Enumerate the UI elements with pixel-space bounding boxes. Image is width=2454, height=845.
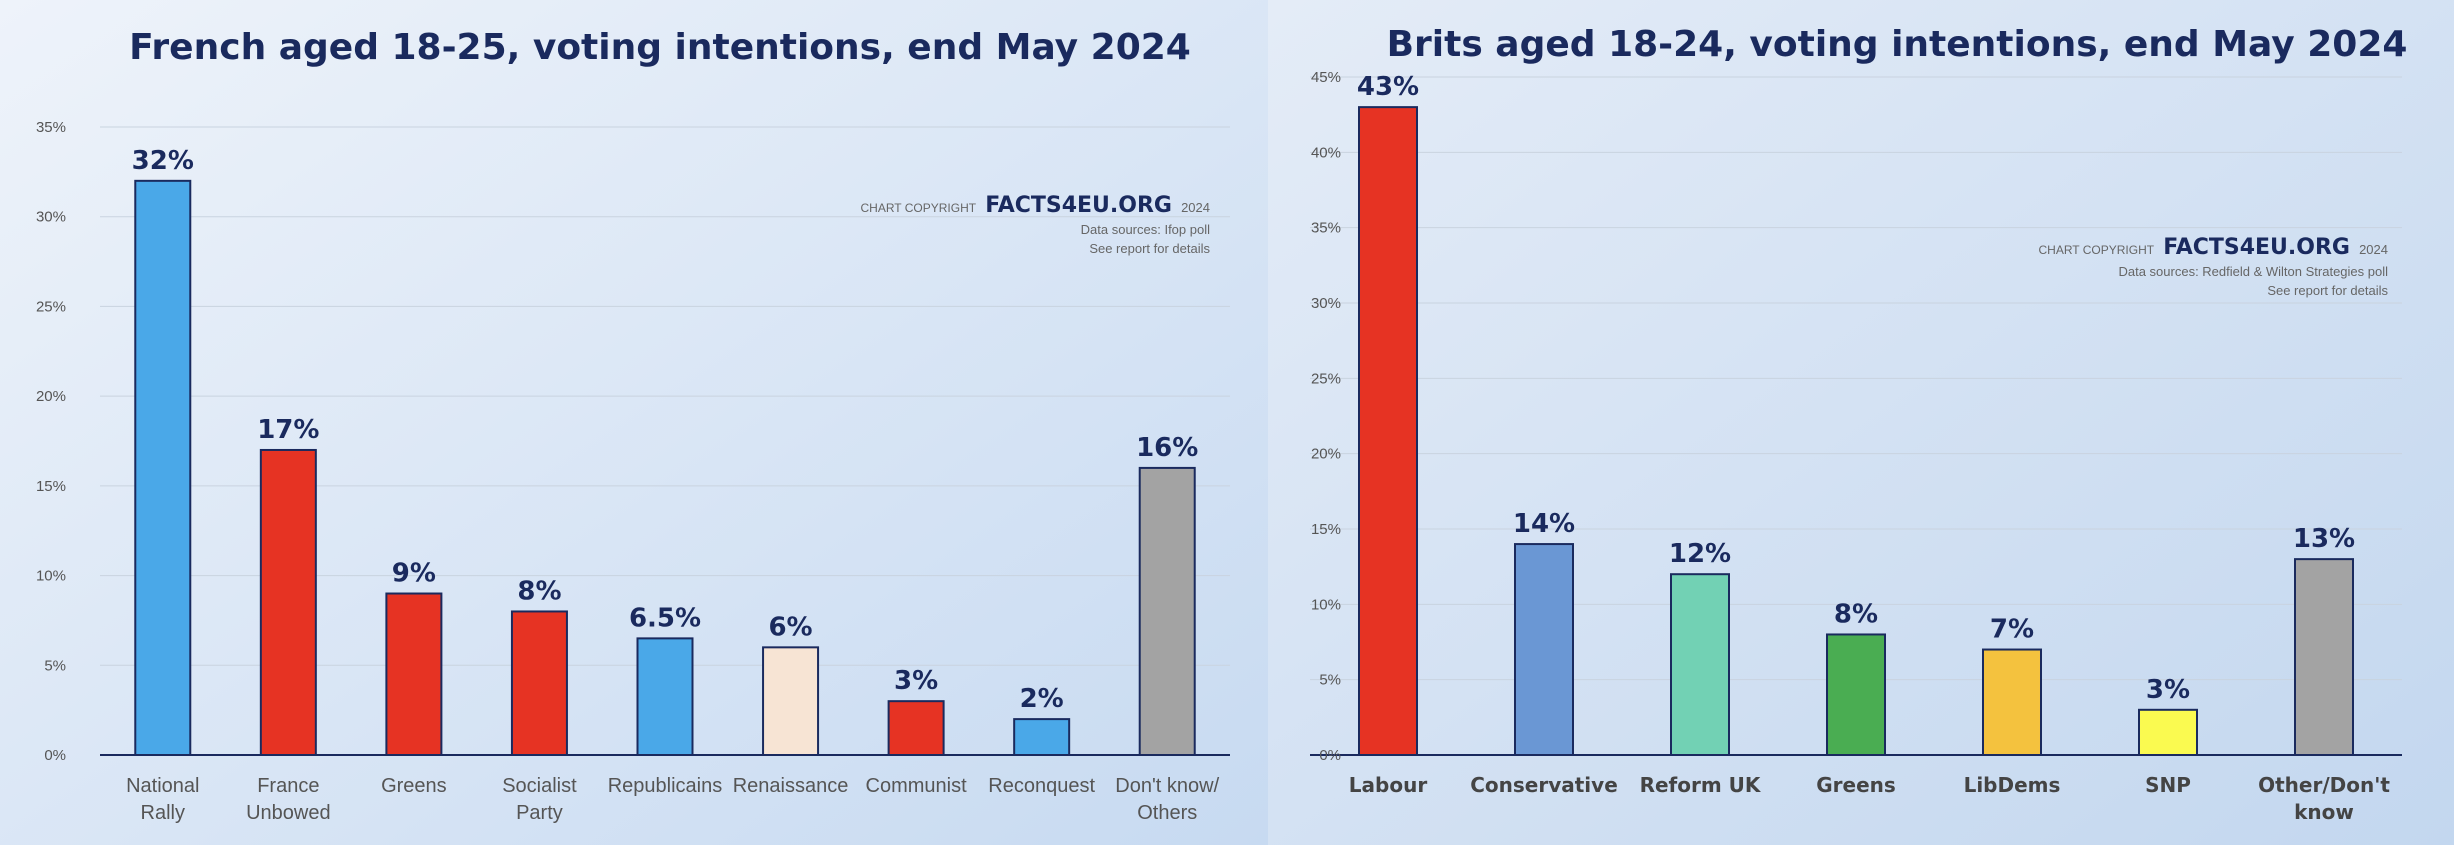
category-label: Socialist Party xyxy=(502,775,577,824)
category-label: Communist xyxy=(866,775,968,797)
data-labels: 32% 17% 9% 8% 6.5% 6% 3% 2% 16% xyxy=(132,146,1199,714)
y-tick-label: 35% xyxy=(36,119,66,136)
y-tick-label: 10% xyxy=(36,568,66,585)
bar xyxy=(385,592,443,756)
data-label: 9% xyxy=(392,559,436,589)
copyright-block: CHART COPYRIGHT FACTS4EU.ORG 2024 Data s… xyxy=(2039,235,2389,298)
bar xyxy=(2294,558,2354,757)
chart-title: French aged 18-25, voting intentions, en… xyxy=(129,27,1191,68)
category-label: SNP xyxy=(2145,773,2191,797)
bar xyxy=(1670,573,1730,757)
bar xyxy=(510,610,568,757)
details-note: See report for details xyxy=(2267,283,2388,298)
copyright-year: 2024 xyxy=(2359,242,2388,257)
data-label: 43% xyxy=(1357,72,1419,102)
copyright-block: CHART COPYRIGHT FACTS4EU.ORG 2024 Data s… xyxy=(861,193,1211,256)
y-tick-label: 30% xyxy=(36,209,66,226)
bar xyxy=(2138,708,2198,756)
y-tick-label: 45% xyxy=(1311,69,1341,86)
y-tick-label: 20% xyxy=(1311,446,1341,463)
data-label: 6.5% xyxy=(629,603,701,633)
category-label: Greens xyxy=(1816,773,1896,797)
copyright-brand: FACTS4EU.ORG xyxy=(2163,235,2350,260)
data-label: 3% xyxy=(894,666,938,696)
data-source: Data sources: Redfield & Wilton Strategi… xyxy=(2118,264,2388,279)
y-tick-label: 30% xyxy=(1311,295,1341,312)
data-label: 12% xyxy=(1669,539,1731,569)
category-labels: National Rally France Unbowed Greens Socialis… xyxy=(126,775,1220,824)
bar xyxy=(762,646,820,756)
category-label: Labour xyxy=(1349,773,1428,797)
bars xyxy=(1358,106,2354,757)
bar xyxy=(1982,648,2042,756)
bars xyxy=(134,179,1196,757)
bar xyxy=(1138,466,1196,756)
bar xyxy=(1826,633,1886,757)
data-label: 8% xyxy=(517,576,561,606)
y-tick-label: 35% xyxy=(1311,220,1341,237)
y-tick-label: 0% xyxy=(44,747,66,764)
category-label: National Rally xyxy=(126,775,199,824)
svg-text:CHART COPYRIGHT FACTS4: CHART COPYRIGHT FACTS4EU.ORG 2024 xyxy=(861,193,1210,218)
category-label: Conservative xyxy=(1470,773,1618,797)
data-label: 7% xyxy=(1990,615,2034,645)
category-labels: Labour Conservative Reform UK Greens LibDems… xyxy=(1349,773,2391,824)
data-label: 14% xyxy=(1513,509,1575,539)
y-tick-label: 25% xyxy=(36,298,66,315)
data-source: Data sources: Ifop poll xyxy=(1081,222,1210,237)
data-label: 17% xyxy=(257,415,319,445)
y-tick-label: 5% xyxy=(1319,672,1341,689)
category-label: Renaissance xyxy=(733,775,849,797)
copyright-prefix: CHART COPYRIGHT xyxy=(2039,243,2155,257)
category-label: Greens xyxy=(381,775,447,797)
details-note: See report for details xyxy=(1089,241,1210,256)
y-tick-label: 0% xyxy=(1319,747,1341,764)
category-label: Other/Don't know xyxy=(2258,773,2390,824)
category-label: France Unbowed xyxy=(246,775,331,824)
category-label: Don't know/Others xyxy=(1115,775,1219,824)
y-tick-label: 25% xyxy=(1311,370,1341,387)
category-label: Republicains xyxy=(608,775,723,797)
bar xyxy=(134,179,192,757)
category-label: Reconquest xyxy=(988,775,1095,797)
y-tick-labels: 0% 5% 10% 15% 20% 25% 30% 35% xyxy=(36,119,66,764)
y-tick-label: 40% xyxy=(1311,144,1341,161)
data-label: 3% xyxy=(2146,675,2190,705)
y-tick-label: 20% xyxy=(36,388,66,405)
copyright-brand: FACTS4EU.ORG xyxy=(985,193,1172,218)
bar xyxy=(887,700,945,757)
copyright-year: 2024 xyxy=(1181,200,1210,215)
data-label: 8% xyxy=(1834,599,1878,629)
data-labels: 43% 14% 12% 8% 7% 3% 13% xyxy=(1357,72,2355,705)
y-tick-label: 10% xyxy=(1311,596,1341,613)
bar xyxy=(636,637,694,756)
data-label: 13% xyxy=(2293,524,2355,554)
category-label: LibDems xyxy=(1964,773,2061,797)
copyright-prefix: CHART COPYRIGHT xyxy=(861,201,977,215)
category-label: Reform UK xyxy=(1640,773,1762,797)
data-label: 16% xyxy=(1136,433,1198,463)
bar xyxy=(1013,718,1071,756)
svg-text:CHART COPYRIGHT FACTS4: CHART COPYRIGHT FACTS4EU.ORG 2024 xyxy=(2039,235,2388,260)
bar xyxy=(1514,543,1574,756)
chart-title: Brits aged 18-24, voting intentions, end… xyxy=(1387,24,2408,65)
british-chart: Brits aged 18-24, voting intentions, end… xyxy=(1310,24,2407,824)
data-label: 6% xyxy=(768,612,812,642)
y-tick-label: 15% xyxy=(1311,521,1341,538)
data-label: 2% xyxy=(1020,684,1064,714)
data-label: 32% xyxy=(132,146,194,176)
bar xyxy=(1358,106,1418,756)
bar xyxy=(259,448,317,756)
left-panel-background xyxy=(0,0,1268,845)
y-tick-label: 15% xyxy=(36,478,66,495)
y-tick-labels: 0% 5% 10% 15% 20% 25% 30% 35% 40% 45% xyxy=(1311,69,1341,764)
french-chart: French aged 18-25, voting intentions, en… xyxy=(36,27,1230,824)
y-tick-label: 5% xyxy=(44,657,66,674)
